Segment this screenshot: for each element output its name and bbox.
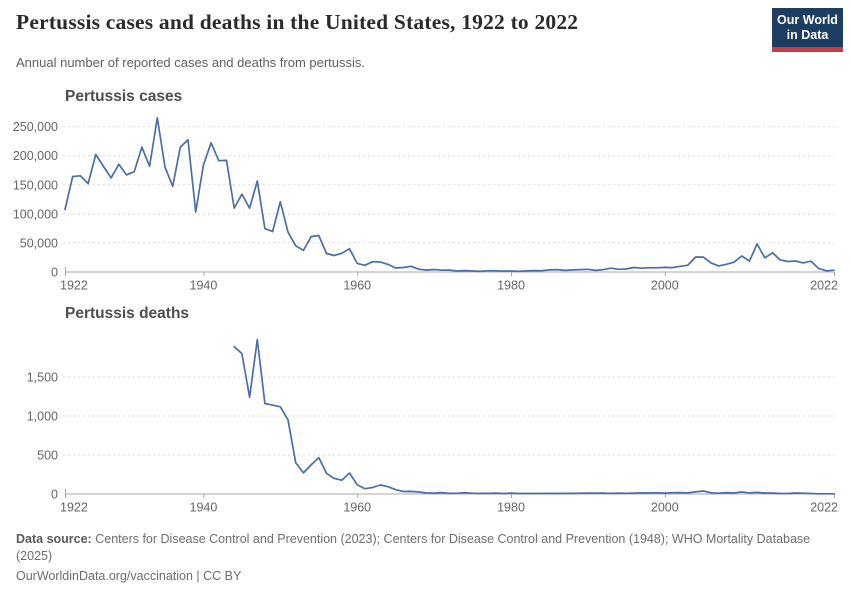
page-title: Pertussis cases and deaths in the United… — [16, 10, 579, 34]
x-tick-label: 1940 — [190, 279, 218, 293]
data-source-label: Data source: — [16, 532, 92, 546]
x-tick-label: 2022 — [810, 501, 838, 515]
y-tick-label: 200,000 — [13, 149, 58, 163]
y-tick-label: 1,000 — [27, 410, 58, 424]
y-tick-label: 500 — [37, 449, 58, 463]
y-tick-label: 1,500 — [27, 371, 58, 385]
x-tick-label: 2000 — [651, 279, 679, 293]
deaths-line — [233, 338, 835, 495]
x-tick-label: 1960 — [343, 501, 371, 515]
x-tick-label: 1922 — [60, 279, 88, 293]
page-subtitle: Annual number of reported cases and deat… — [16, 55, 366, 70]
data-source-text: Centers for Disease Control and Preventi… — [16, 532, 811, 563]
footer-url: OurWorldinData.org/vaccination | CC BY — [16, 569, 242, 583]
cases-line-chart: 0 50,000 100,000 150,000 200,000 250,000 1922 1… — [13, 116, 838, 293]
data-source-line: Data source: Centers for Disease Control… — [16, 531, 838, 564]
logo-text-line2: in Data — [786, 28, 829, 42]
y-tick-label: 0 — [51, 266, 58, 280]
x-tick-label: 1980 — [497, 279, 525, 293]
deaths-line-chart: 0 500 1,000 1,500 1922 1940 1960 1980 2000 2022 — [27, 338, 838, 515]
y-tick-label: 50,000 — [20, 236, 58, 250]
x-tick-label: 1940 — [190, 501, 218, 515]
y-tick-label: 0 — [51, 488, 58, 502]
owid-logo: Our World in Data — [772, 8, 843, 52]
x-tick-label: 2000 — [651, 501, 679, 515]
cases-line — [64, 116, 835, 273]
x-tick-label: 1922 — [60, 501, 88, 515]
y-tick-label: 150,000 — [13, 178, 58, 192]
owid-logo-box: Our World in Data — [772, 8, 843, 47]
logo-text-line1: Our World — [777, 13, 838, 27]
deaths-chart-title: Pertussis deaths — [65, 305, 190, 322]
x-tick-label: 1980 — [497, 501, 525, 515]
y-tick-label: 250,000 — [13, 120, 58, 134]
y-tick-label: 100,000 — [13, 207, 58, 221]
cases-chart-title: Pertussis cases — [65, 88, 183, 105]
x-tick-label: 2022 — [810, 279, 838, 293]
x-tick-label: 1960 — [343, 279, 371, 293]
logo-red-bar — [772, 47, 843, 52]
